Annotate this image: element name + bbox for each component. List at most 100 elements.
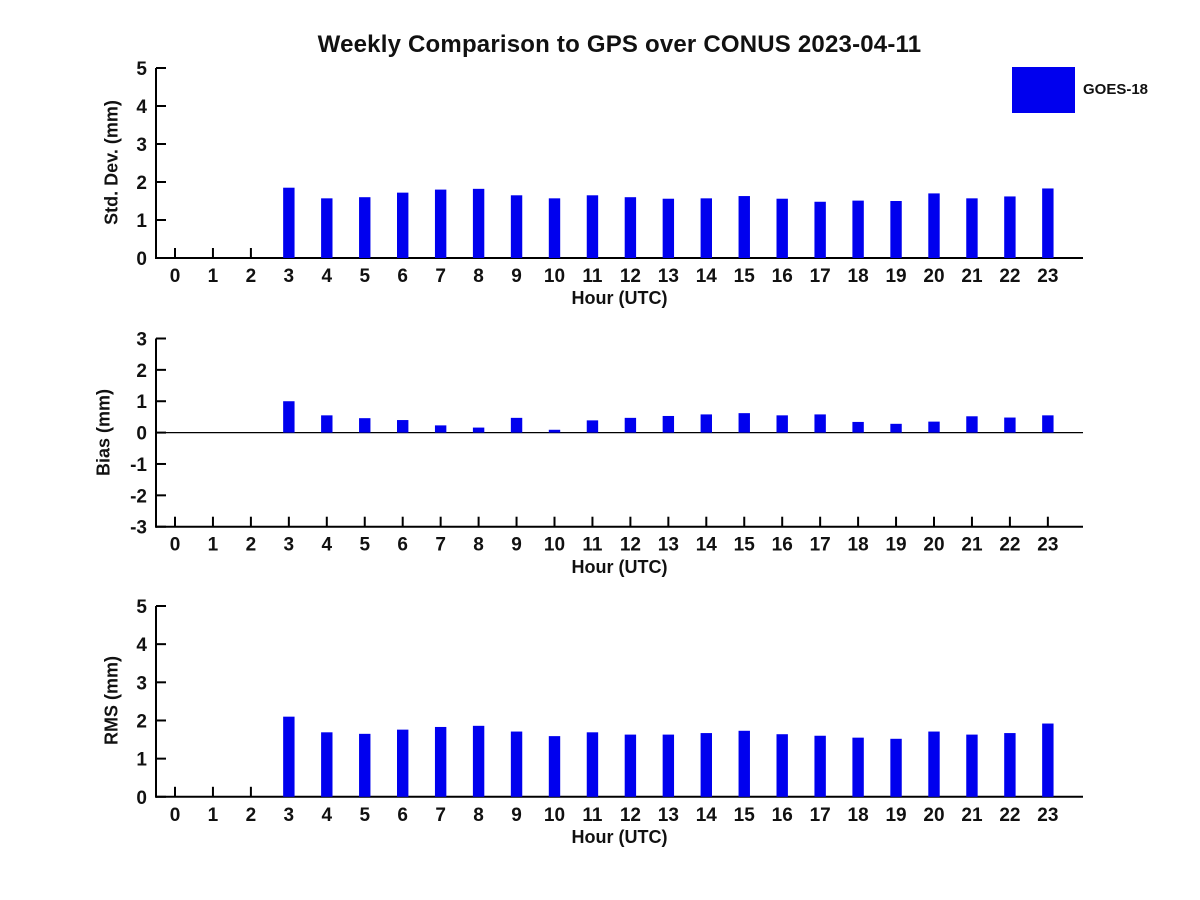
y-tick-label: 3 bbox=[136, 330, 147, 350]
bar-hour-16 bbox=[776, 734, 788, 797]
bar-hour-10 bbox=[548, 198, 561, 258]
legend-label: GOES-18 bbox=[1083, 81, 1149, 98]
x-tick-label: 8 bbox=[473, 805, 484, 826]
x-tick-label: 19 bbox=[885, 266, 906, 287]
y-tick-label: 0 bbox=[136, 424, 147, 445]
bar-hour-12 bbox=[624, 734, 637, 797]
bar-hour-13 bbox=[662, 198, 675, 258]
x-tick-label: 11 bbox=[582, 266, 603, 287]
bar-hour-12 bbox=[624, 197, 637, 258]
x-axis-label-bias: Hour (UTC) bbox=[571, 557, 668, 577]
x-tick-label: 21 bbox=[961, 266, 983, 287]
bar-hour-6 bbox=[397, 192, 409, 258]
bar-hour-21 bbox=[966, 734, 978, 797]
bar-hour-13 bbox=[662, 415, 675, 433]
y-tick-label: 0 bbox=[136, 788, 147, 809]
bar-hour-18 bbox=[852, 737, 864, 797]
x-tick-label: 10 bbox=[544, 535, 565, 556]
x-tick-label: 17 bbox=[810, 266, 831, 287]
x-tick-label: 14 bbox=[696, 805, 718, 826]
x-tick-label: 2 bbox=[246, 266, 257, 287]
y-tick-label: 4 bbox=[136, 635, 147, 656]
x-tick-label: 3 bbox=[284, 266, 295, 287]
bar-hour-14 bbox=[700, 414, 712, 433]
bar-hour-15 bbox=[738, 196, 750, 258]
bar-hour-6 bbox=[397, 729, 409, 797]
bar-hour-12 bbox=[624, 417, 637, 433]
x-tick-label: 5 bbox=[359, 805, 370, 826]
bar-hour-14 bbox=[700, 198, 712, 258]
bar-hour-7 bbox=[434, 425, 447, 433]
bar-hour-18 bbox=[852, 200, 864, 258]
bar-hour-15 bbox=[738, 730, 750, 797]
bar-hour-9 bbox=[510, 195, 523, 258]
x-tick-label: 19 bbox=[885, 535, 906, 556]
x-tick-label: 7 bbox=[435, 535, 446, 556]
x-tick-label: 19 bbox=[885, 805, 906, 826]
x-tick-label: 15 bbox=[734, 805, 756, 826]
x-tick-label: 14 bbox=[696, 535, 718, 556]
x-tick-label: 9 bbox=[511, 266, 522, 287]
bar-hour-3 bbox=[283, 716, 295, 797]
x-tick-label: 0 bbox=[170, 535, 181, 556]
x-tick-label: 22 bbox=[999, 805, 1020, 826]
bar-hour-23 bbox=[1042, 723, 1054, 797]
x-tick-label: 21 bbox=[961, 535, 983, 556]
x-tick-label: 20 bbox=[923, 535, 944, 556]
y-tick-label: 2 bbox=[136, 711, 147, 732]
y-tick-label: 4 bbox=[136, 97, 147, 118]
x-tick-label: 12 bbox=[620, 805, 641, 826]
bar-hour-4 bbox=[321, 415, 333, 433]
x-tick-label: 6 bbox=[397, 535, 408, 556]
y-tick-label: -2 bbox=[130, 486, 147, 507]
bar-hour-3 bbox=[283, 187, 295, 258]
x-tick-label: 13 bbox=[658, 805, 679, 826]
bar-hour-20 bbox=[928, 193, 940, 258]
bar-hour-23 bbox=[1042, 188, 1054, 258]
y-tick-label: 1 bbox=[136, 211, 147, 232]
x-tick-label: 20 bbox=[923, 805, 944, 826]
bar-hour-3 bbox=[283, 401, 295, 433]
bar-hour-17 bbox=[814, 414, 826, 433]
x-tick-label: 12 bbox=[620, 266, 641, 287]
x-tick-label: 16 bbox=[772, 535, 793, 556]
x-tick-label: 23 bbox=[1037, 266, 1058, 287]
x-tick-label: 9 bbox=[511, 535, 522, 556]
x-axis-label-stddev: Hour (UTC) bbox=[571, 288, 668, 308]
x-tick-label: 2 bbox=[246, 805, 257, 826]
x-tick-label: 21 bbox=[961, 805, 983, 826]
x-tick-label: 0 bbox=[170, 266, 181, 287]
bar-hour-17 bbox=[814, 735, 826, 797]
y-tick-label: 2 bbox=[136, 173, 147, 194]
x-tick-label: 18 bbox=[848, 535, 869, 556]
x-tick-label: 1 bbox=[208, 266, 219, 287]
bar-hour-20 bbox=[928, 731, 940, 797]
y-tick-label: 2 bbox=[136, 361, 147, 382]
x-tick-label: 4 bbox=[322, 535, 333, 556]
x-tick-label: 22 bbox=[999, 266, 1020, 287]
x-tick-label: 5 bbox=[359, 266, 370, 287]
x-tick-label: 8 bbox=[473, 535, 484, 556]
x-tick-label: 18 bbox=[848, 805, 869, 826]
x-tick-label: 13 bbox=[658, 535, 679, 556]
x-tick-label: 11 bbox=[582, 805, 603, 826]
bar-hour-17 bbox=[814, 201, 826, 258]
bar-hour-21 bbox=[966, 198, 978, 258]
bar-hour-11 bbox=[586, 732, 599, 797]
x-tick-label: 15 bbox=[734, 535, 756, 556]
bar-hour-8 bbox=[472, 725, 485, 797]
x-tick-label: 17 bbox=[810, 805, 831, 826]
x-tick-label: 8 bbox=[473, 266, 484, 287]
bar-hour-11 bbox=[586, 420, 599, 433]
bar-hour-15 bbox=[738, 413, 750, 433]
x-tick-label: 20 bbox=[923, 266, 944, 287]
x-tick-label: 12 bbox=[620, 535, 641, 556]
y-tick-label: 5 bbox=[136, 60, 147, 80]
bar-hour-11 bbox=[586, 195, 599, 258]
chart-title: Weekly Comparison to GPS over CONUS 2023… bbox=[317, 31, 922, 58]
x-tick-label: 6 bbox=[397, 805, 408, 826]
x-axis-label-rms: Hour (UTC) bbox=[571, 827, 668, 847]
bar-hour-4 bbox=[321, 198, 333, 258]
